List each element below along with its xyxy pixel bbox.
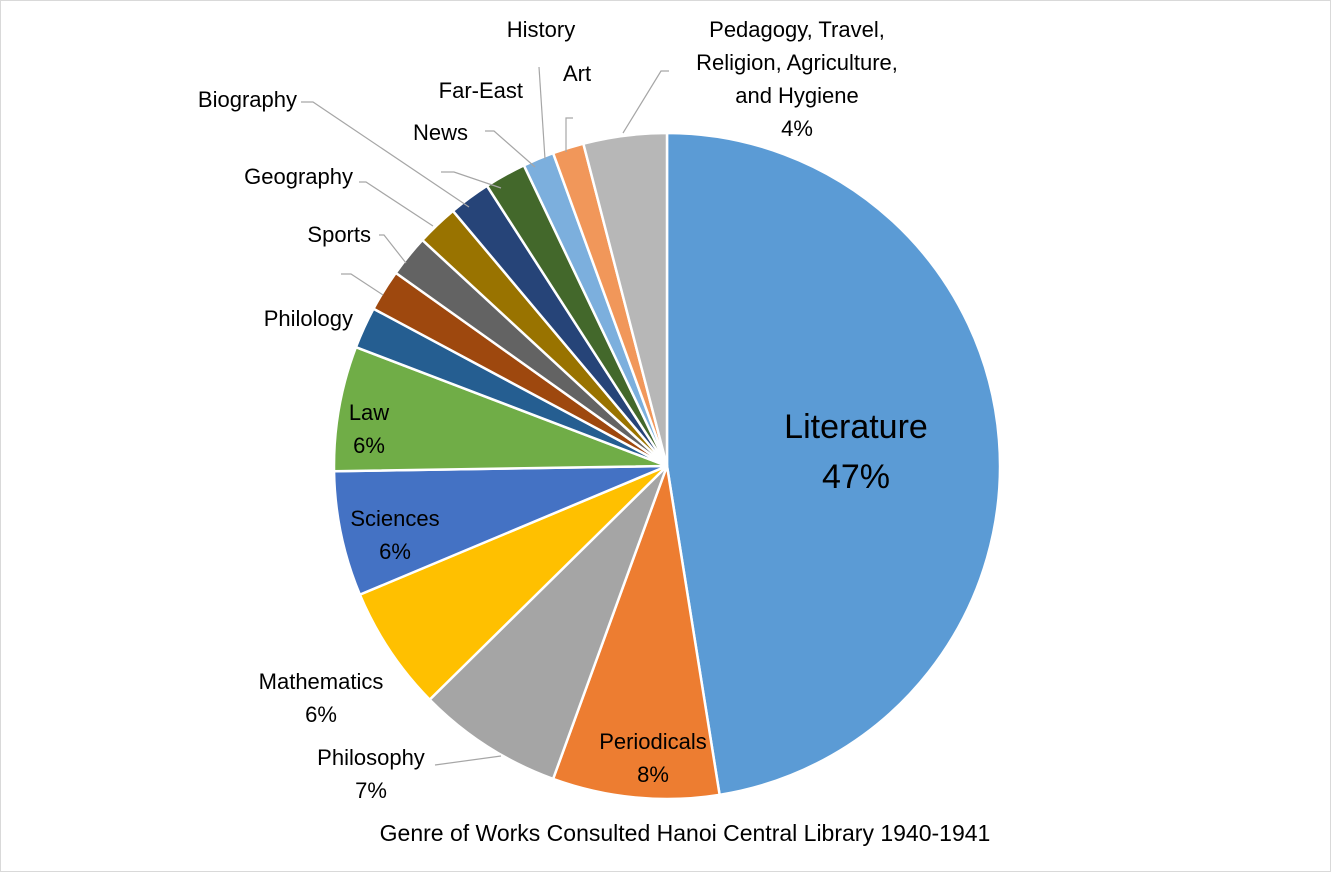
slice-label-line: Biography — [198, 87, 297, 112]
slice-label-line: 8% — [637, 762, 669, 787]
slice-label-line: Far-East — [439, 78, 523, 103]
slice-label-line: 6% — [379, 539, 411, 564]
slice-label-14: Art — [563, 61, 591, 86]
leader-line-14 — [565, 117, 573, 152]
pie-slice-15 — [581, 131, 669, 467]
slice-labels: Literature 47% Periodicals 8% Philosophy 7% Ma… — [198, 17, 928, 803]
slice-label-line: Art — [563, 61, 591, 86]
leader-line-10 — [301, 101, 470, 208]
slice-label-line: Mathematics — [259, 669, 384, 694]
pie-slice-1 — [551, 461, 722, 801]
slice-label-line: Literature — [784, 408, 928, 446]
slice-label-line: 6% — [353, 433, 385, 458]
pie-slice-4 — [332, 464, 668, 597]
slice-label-11: News — [413, 120, 468, 145]
slice-label-line: History — [507, 17, 575, 42]
slice-label-8: Sports — [307, 222, 371, 247]
slice-label-line: Religion, Agriculture, — [696, 50, 898, 75]
slice-label-line: Sciences — [350, 506, 439, 531]
slice-label-line: Philology — [264, 306, 353, 331]
slice-label-line: Pedagogy, Travel, — [709, 17, 885, 42]
slice-label-1: Periodicals 8% — [599, 729, 707, 787]
leader-line-7 — [341, 273, 384, 296]
leader-line-8 — [379, 234, 407, 264]
slice-label-13: History — [507, 17, 575, 42]
slice-label-2: Philosophy 7% — [317, 745, 425, 803]
slice-label-4: Sciences 6% — [350, 506, 439, 564]
leader-line-13 — [538, 66, 546, 160]
leader-line-15 — [622, 70, 669, 134]
pie-slice-5 — [332, 345, 668, 473]
slice-label-line: Philosophy — [317, 745, 425, 770]
slice-label-6: Philology — [264, 306, 353, 331]
slice-label-line: 47% — [822, 458, 890, 496]
leader-line-2 — [434, 755, 502, 766]
leader-lines — [301, 66, 669, 766]
pie-slices — [332, 131, 1002, 801]
slice-label-12: Far-East — [439, 78, 523, 103]
slice-label-line: 7% — [355, 778, 387, 803]
slice-label-line: and Hygiene — [735, 83, 859, 108]
slice-label-3: Mathematics 6% — [259, 669, 384, 727]
slice-label-line: Geography — [244, 164, 353, 189]
chart-title: Genre of Works Consulted Hanoi Central L… — [380, 820, 991, 846]
pie-slice-3 — [358, 464, 668, 702]
pie-slice-2 — [427, 465, 669, 781]
slice-label-line: News — [413, 120, 468, 145]
slice-label-line: 6% — [305, 702, 337, 727]
slice-label-0: Literature 47% — [784, 408, 928, 496]
slice-label-line: Law — [349, 400, 389, 425]
slice-label-5: Law 6% — [349, 400, 389, 458]
pie-slice-0 — [665, 131, 1002, 797]
slice-label-line: 4% — [781, 116, 813, 141]
slice-label-10: Biography — [198, 87, 297, 112]
slice-label-line: Sports — [307, 222, 371, 247]
slice-label-9: Geography — [244, 164, 353, 189]
leader-line-9 — [359, 181, 434, 227]
leader-line-11 — [441, 171, 502, 189]
leader-line-12 — [485, 130, 536, 168]
slice-label-15: Pedagogy, Travel, Religion, Agriculture, a… — [696, 17, 898, 141]
slice-label-line: Periodicals — [599, 729, 707, 754]
